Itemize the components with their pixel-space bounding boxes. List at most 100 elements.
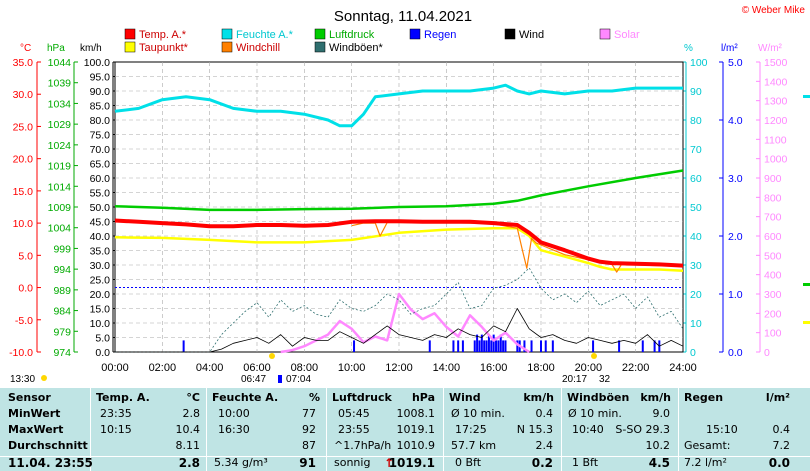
right-marker-dewpoint	[803, 321, 810, 324]
hdr-rain-unit: l/m²	[765, 391, 790, 404]
right-marker-humidity	[803, 95, 810, 98]
legend-label: Luftdruck	[329, 29, 375, 41]
rain-bar	[353, 340, 356, 352]
series-wind	[115, 308, 684, 353]
x-tick-label: 14:00	[433, 362, 461, 374]
kmh-tick-label: 20.0	[90, 289, 111, 301]
current-rain-total: 7.2 l/m²	[684, 456, 727, 469]
rain-bar	[641, 340, 644, 352]
hdr-rain: Regen	[684, 391, 724, 404]
max-temp-val: 10.4	[175, 423, 201, 436]
x-tick-label: 16:00	[480, 362, 508, 374]
legend-swatch	[124, 41, 136, 53]
min-wind-desc: Ø 10 min.	[451, 407, 505, 420]
sunset-time-2: 32	[599, 374, 611, 385]
kmh-tick-label: 30.0	[90, 260, 111, 272]
wm2-tick-label: 1200	[764, 115, 788, 127]
avg-press-trend: ^1.7hPa/h	[334, 439, 392, 452]
temp-tick-label: 35.0	[13, 57, 34, 69]
wm2-axis-title: W/m²	[758, 43, 783, 54]
hpa-tick-label: 994	[53, 264, 71, 276]
current-gust-bft: 1 Bft	[572, 456, 599, 469]
wm2-tick-label: 1400	[764, 76, 788, 88]
rain-bar	[523, 340, 526, 352]
rain-bar	[499, 334, 502, 352]
wm2-tick-label: 1300	[764, 96, 788, 108]
pct-tick-label: 10	[690, 318, 702, 330]
avg-press-val: 1010.9	[396, 439, 436, 452]
wm2-tick-label: 400	[764, 270, 782, 282]
x-tick-label: 08:00	[291, 362, 319, 374]
rain-bar	[502, 340, 505, 352]
temp-tick-label: 5.0	[18, 250, 33, 262]
statistics-table: Sensor Temp. A. °C Feuchte A. % Luftdruc…	[0, 388, 810, 471]
series-windb-en	[115, 267, 684, 353]
rain-bar	[516, 340, 519, 352]
current-rain-val: 0.0	[768, 456, 790, 470]
max-rain-time: 15:10	[706, 423, 738, 436]
avg-wind-distance: 57.7 km	[451, 439, 497, 452]
legend-swatch	[124, 28, 136, 40]
min-temp-val: 2.8	[182, 407, 201, 420]
temp-axis-title: °C	[20, 43, 31, 54]
wm2-tick-label: 0	[764, 347, 770, 359]
pct-tick-label: 30	[690, 260, 702, 272]
sunrise-time: 06:47	[241, 374, 266, 385]
hpa-tick-label: 1024	[48, 140, 72, 152]
pct-tick-label: 70	[690, 144, 702, 156]
x-tick-label: 18:00	[527, 362, 555, 374]
temp-tick-label: 15.0	[13, 186, 34, 198]
rain-bar	[483, 340, 486, 352]
legend-label: Windchill	[236, 42, 280, 54]
rain-bar	[551, 340, 554, 352]
rain-bar	[428, 340, 431, 352]
kmh-tick-label: 75.0	[90, 130, 111, 142]
sun-icon	[41, 375, 47, 381]
temp-tick-label: 20.0	[13, 154, 34, 166]
max-gust-dir: S-SO 29.3	[615, 423, 670, 436]
avg-temp-val: 8.11	[175, 439, 201, 452]
hpa-tick-label: 1009	[48, 202, 72, 214]
plot-area: 00:00 02:00 04:00 06:00 08:00 10:00 12:00 14:00…	[101, 61, 697, 374]
min-press-time: 05:45	[338, 407, 370, 420]
rain-bar	[618, 340, 621, 352]
rain-bar	[452, 340, 455, 352]
kmh-tick-label: 55.0	[90, 188, 111, 200]
hdr-wind-unit: km/h	[523, 391, 554, 404]
lm2-tick-label: 0.0	[728, 347, 743, 359]
min-press-val: 1008.1	[396, 407, 436, 420]
hpa-tick-label: 1034	[48, 98, 72, 110]
legend-swatch	[599, 28, 611, 40]
avg-gust-val: 10.2	[645, 439, 671, 452]
kmh-tick-label: 25.0	[90, 275, 111, 287]
kmh-tick-label: 70.0	[90, 144, 111, 156]
pct-tick-label: 40	[690, 231, 702, 243]
series-luftdruck	[114, 169, 684, 212]
wm2-tick-label: 500	[764, 250, 782, 262]
row-label-max: MaxWert	[8, 423, 64, 436]
legend-label: Regen	[424, 29, 456, 41]
wm2-tick-label: 700	[764, 212, 782, 224]
pct-tick-label: 50	[690, 202, 702, 214]
x-tick-label: 12:00	[385, 362, 413, 374]
rain-bar	[497, 340, 500, 352]
hdr-press: Luftdruck	[332, 391, 392, 404]
avg-wind-val: 2.4	[535, 439, 554, 452]
legend-swatch	[221, 41, 233, 53]
sunset-time: 20:17	[562, 374, 587, 385]
rain-bar	[544, 340, 547, 352]
x-tick-label: 04:00	[196, 362, 224, 374]
legend-swatch	[221, 28, 233, 40]
hpa-tick-label: 1039	[48, 78, 72, 90]
wm2-tick-label: 1000	[764, 154, 788, 166]
min-hum-val: 77	[302, 407, 316, 420]
kmh-axis-title: km/h	[80, 43, 102, 54]
lm2-tick-label: 4.0	[728, 115, 743, 127]
legend-swatch	[504, 28, 516, 40]
hpa-tick-label: 989	[53, 285, 71, 297]
current-wind-bft: 0 Bft	[455, 456, 482, 469]
sunset-sun-icon	[591, 353, 597, 359]
max-hum-val: 92	[302, 423, 316, 436]
wm2-tick-label: 800	[764, 192, 782, 204]
pct-tick-label: 90	[690, 86, 702, 98]
